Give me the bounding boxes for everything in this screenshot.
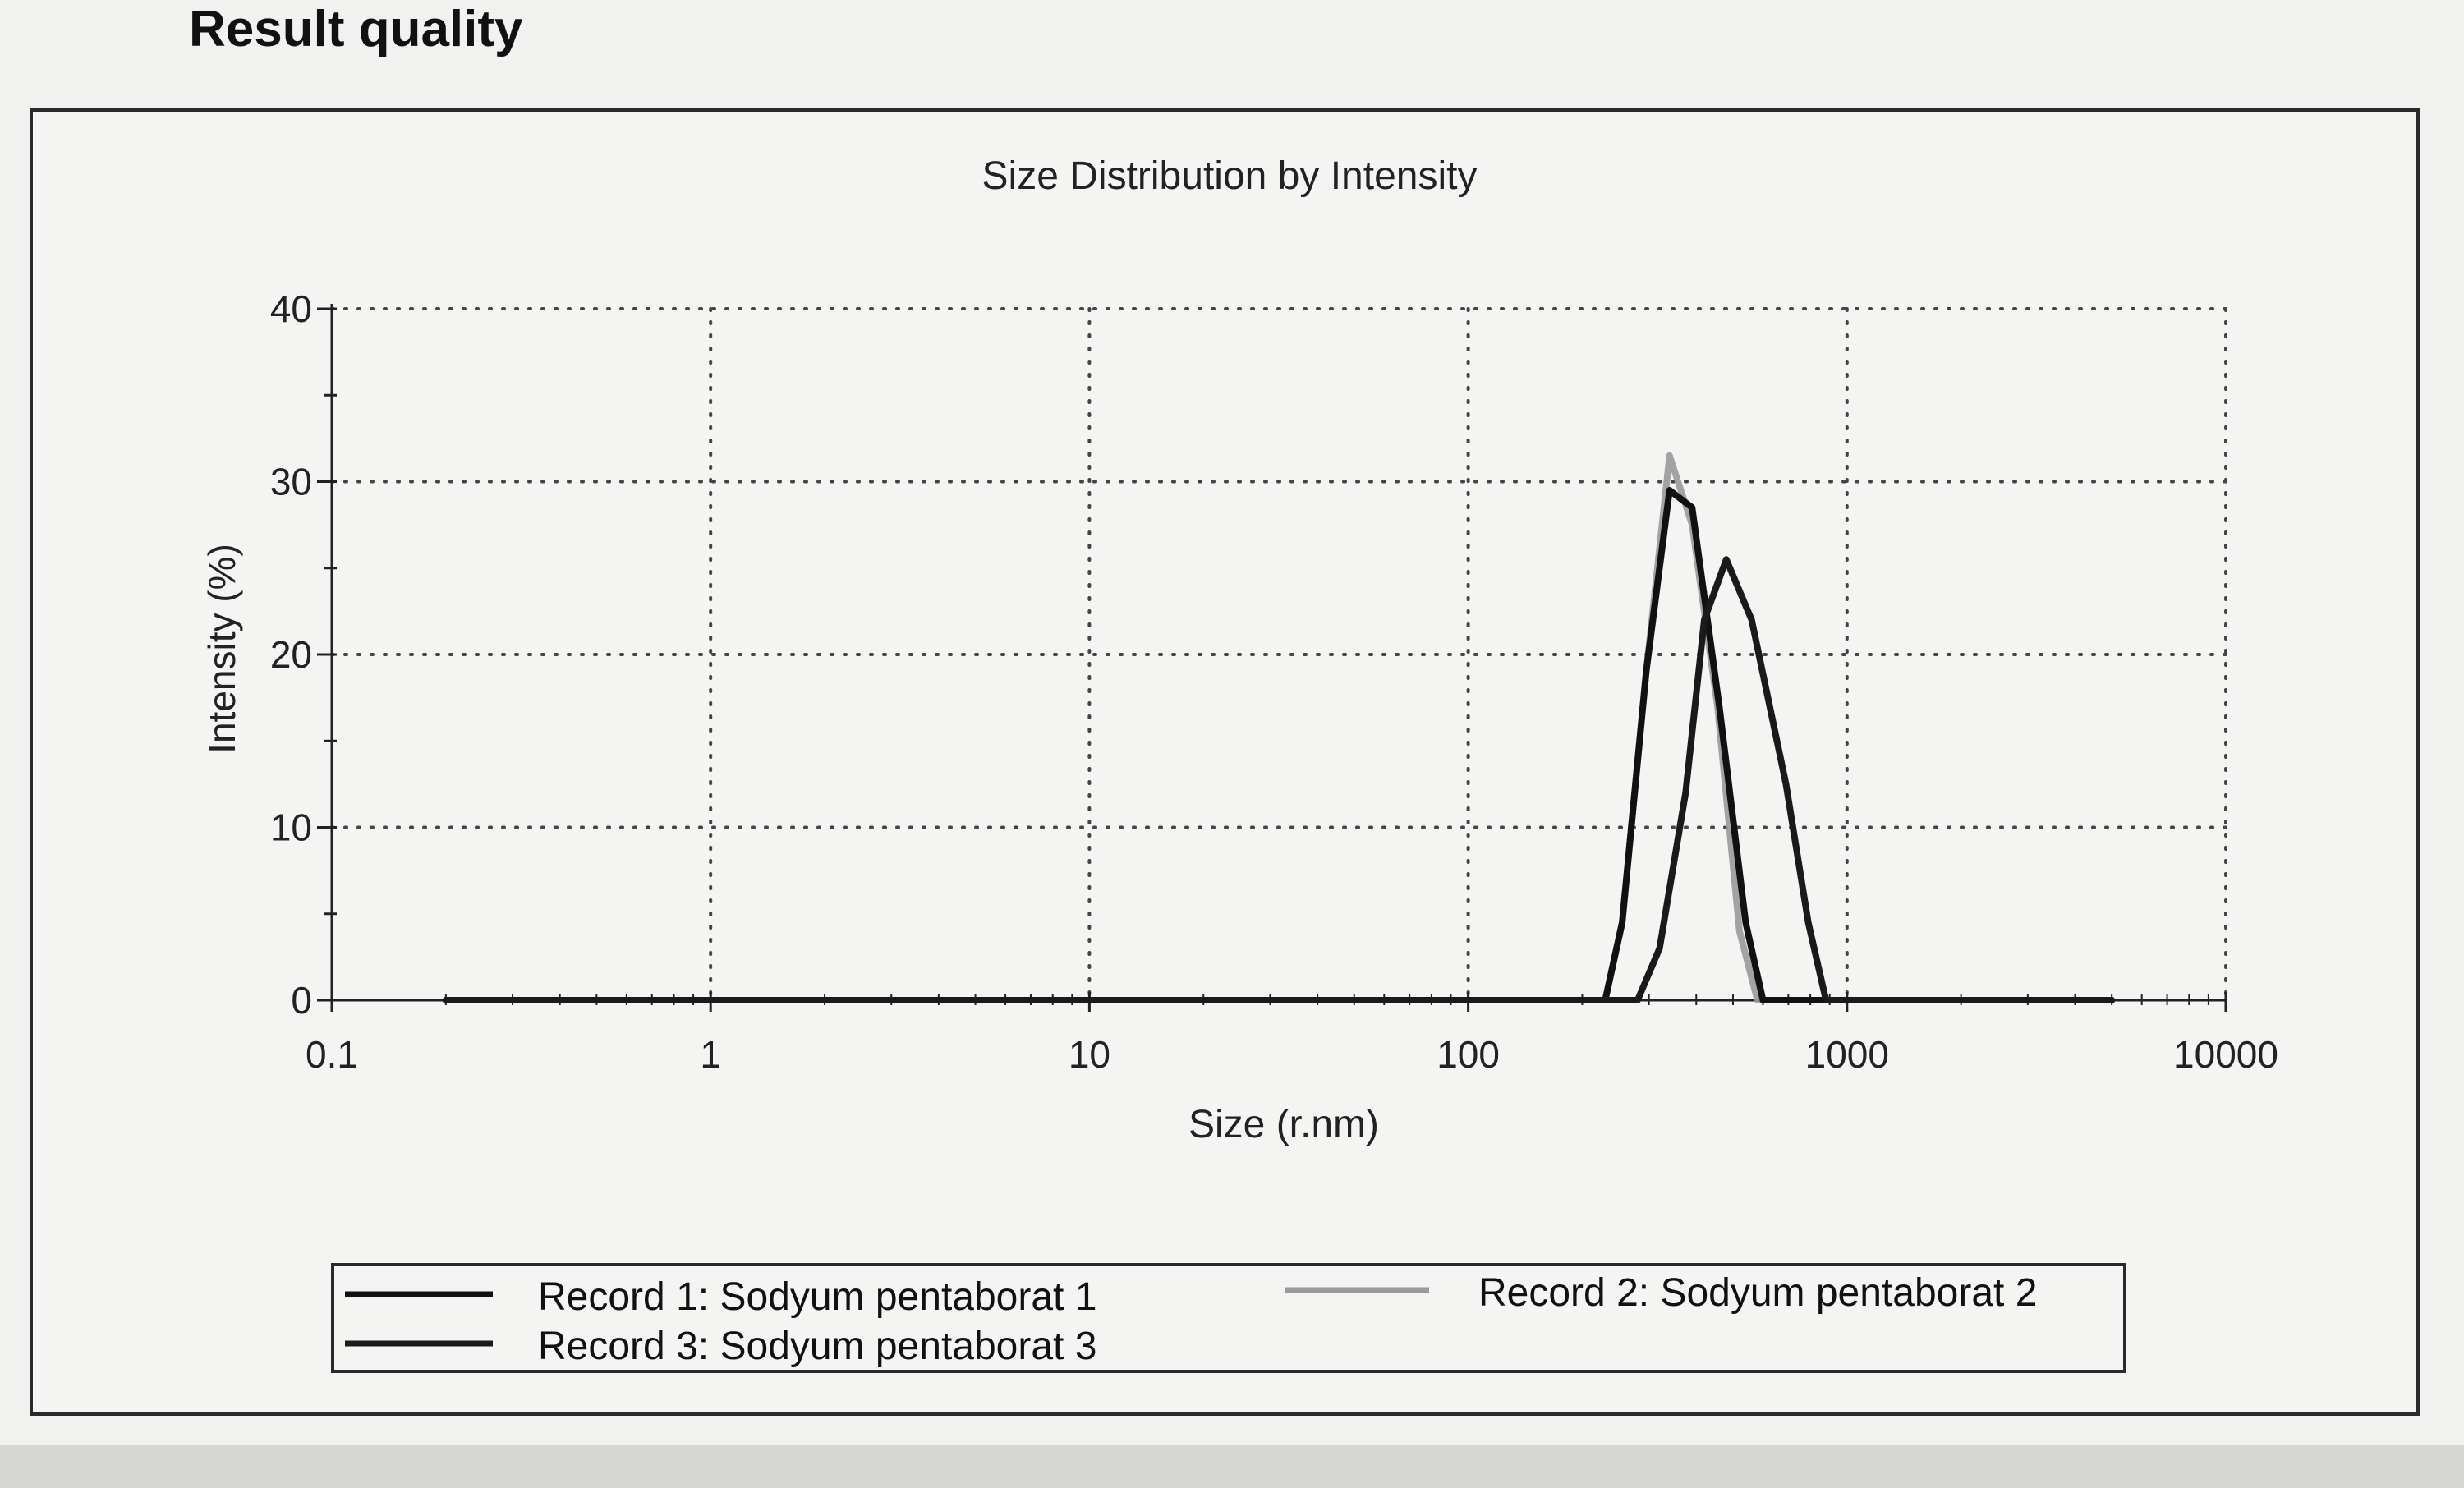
legend-label-record-1: Record 1: Sodyum pentaborat 1 <box>538 1275 1096 1319</box>
legend-label-record-2: Record 2: Sodyum pentaborat 2 <box>1478 1271 2037 1315</box>
chart-frame <box>30 108 2420 1416</box>
x-tick-label: 0.1 <box>306 1033 358 1076</box>
y-axis-label: Intensity (%) <box>200 544 243 754</box>
x-tick-label: 1 <box>700 1033 721 1076</box>
section-title: Result quality <box>189 1 523 57</box>
chart-title: Size Distribution by Intensity <box>982 154 1478 198</box>
x-tick-label: 100 <box>1437 1033 1500 1076</box>
y-tick-label: 20 <box>270 633 312 676</box>
y-tick-label: 10 <box>270 806 312 849</box>
x-tick-label: 1000 <box>1805 1033 1889 1076</box>
page-bottom-edge <box>0 1445 2464 1488</box>
series-line-record-3 <box>442 556 2116 1003</box>
axes: 0 10 20 30 40 0.1 1 10 100 1000 10000 <box>270 287 2278 1076</box>
x-tick-label: 10000 <box>2173 1033 2278 1076</box>
x-tick-label: 10 <box>1069 1033 1110 1076</box>
data-series <box>442 452 2116 1003</box>
legend-box <box>331 1263 2126 1373</box>
legend: Record 1: Sodyum pentaborat 1 Record 2: … <box>331 1263 2126 1373</box>
series-line-record-1 <box>442 487 2116 1003</box>
x-axis-label: Size (r.nm) <box>1188 1103 1379 1146</box>
y-tick-label: 30 <box>270 461 312 503</box>
y-tick-label: 0 <box>291 979 312 1022</box>
series-line-record-2 <box>442 452 2116 1003</box>
y-tick-label: 40 <box>270 287 312 330</box>
legend-label-record-3: Record 3: Sodyum pentaborat 3 <box>538 1325 1096 1368</box>
grid-lines <box>330 307 2227 1002</box>
